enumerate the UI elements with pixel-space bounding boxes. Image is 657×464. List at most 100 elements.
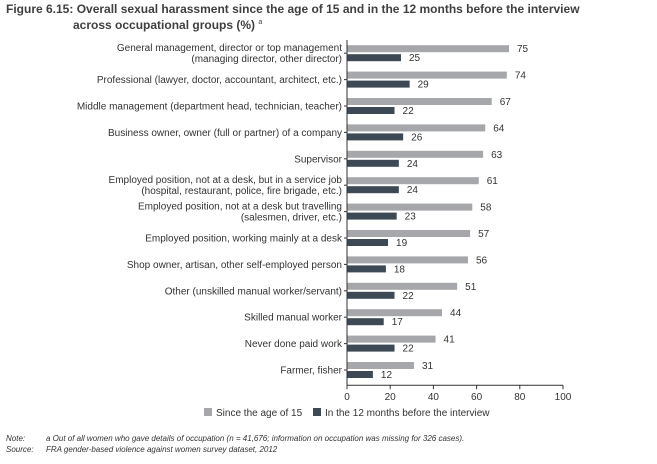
legend-item-since15: Since the age of 15 — [204, 408, 302, 419]
value-label: 19 — [396, 238, 408, 249]
value-label: 64 — [493, 123, 505, 134]
value-label: 57 — [478, 229, 490, 240]
value-label: 24 — [407, 159, 419, 170]
x-tick-label: 100 — [555, 392, 572, 403]
category-label: Never done paid work — [245, 339, 343, 350]
value-label: 41 — [444, 335, 456, 346]
title-line-2-wrap: across occupational groups (%) a — [6, 16, 646, 32]
legend-item-last12: In the 12 months before the interview — [312, 408, 490, 419]
chart-title: Figure 6.15: Overall sexual harassment s… — [6, 3, 646, 32]
x-tick-label: 0 — [344, 392, 350, 403]
value-label: 74 — [515, 71, 527, 82]
value-label: 26 — [411, 132, 423, 143]
title-footnote-mark: a — [258, 19, 263, 26]
chart-notes: Note: a Out of all women who gave details… — [6, 433, 464, 455]
bar — [347, 45, 509, 53]
bar — [347, 291, 395, 299]
legend-label-since15: Since the age of 15 — [216, 408, 303, 419]
bar — [347, 186, 399, 194]
category-label-line: Shop owner, artisan, other self-employed… — [127, 260, 342, 271]
bar — [347, 133, 404, 141]
bar — [347, 309, 443, 317]
value-label: 63 — [491, 150, 503, 161]
category-label-line: Skilled manual worker — [244, 313, 342, 324]
category-label: Middle management (department head, tech… — [77, 102, 342, 113]
category-label: Employed position, not at a desk, but in… — [109, 175, 343, 197]
bar — [347, 177, 479, 185]
category-label-line: Business owner, owner (full or partner) … — [108, 128, 342, 139]
bar — [347, 371, 373, 378]
category-label-line: Middle management (department head, tech… — [77, 102, 342, 113]
category-label: Supervisor — [294, 154, 342, 165]
category-label: Employed position, working mainly at a d… — [145, 234, 343, 245]
title-line-2: across occupational groups (%) — [73, 18, 256, 32]
category-label-line: Never done paid work — [245, 339, 343, 350]
category-label-line: Farmer, fisher — [280, 366, 342, 377]
bar — [347, 318, 384, 326]
legend-swatch-last12 — [312, 408, 321, 416]
bar — [347, 212, 397, 220]
legend: Since the age of 15 In the 12 months bef… — [204, 408, 498, 419]
legend-label-last12: In the 12 months before the interview — [324, 408, 490, 419]
bar — [347, 230, 471, 237]
value-label: 23 — [405, 212, 417, 223]
value-label: 25 — [409, 53, 421, 64]
x-tick-label: 60 — [471, 392, 483, 403]
bar — [347, 256, 468, 264]
bar — [347, 203, 473, 211]
category-label: Business owner, owner (full or partner) … — [108, 128, 342, 139]
value-label: 75 — [517, 44, 529, 55]
value-label: 51 — [465, 282, 477, 293]
category-label: Professional (lawyer, doctor, accountant… — [97, 75, 342, 86]
value-label: 22 — [403, 106, 415, 117]
category-label: Skilled manual worker — [244, 313, 342, 324]
value-label: 22 — [403, 344, 415, 355]
value-label: 12 — [381, 370, 393, 381]
value-label: 44 — [450, 308, 462, 319]
category-label-line: Supervisor — [294, 154, 342, 165]
value-label: 61 — [487, 176, 499, 187]
category-label-line: (managing director, other director) — [191, 54, 342, 65]
bar — [347, 80, 410, 88]
value-label: 58 — [480, 203, 492, 214]
value-label: 18 — [394, 264, 406, 275]
category-label-line: Employed position, not at a desk, but in… — [109, 175, 343, 186]
bar — [347, 239, 389, 246]
value-label: 17 — [392, 317, 404, 328]
category-label: General management, director or top mana… — [117, 43, 342, 65]
category-label: Shop owner, artisan, other self-employed… — [127, 260, 342, 271]
value-label: 24 — [407, 185, 419, 196]
bar — [347, 344, 395, 352]
source-label: Source: — [6, 445, 34, 454]
category-label-line: Professional (lawyer, doctor, accountant… — [97, 75, 342, 86]
bar — [347, 71, 507, 79]
note-label: Note: — [6, 434, 26, 443]
bar — [347, 335, 436, 343]
category-label-line: Employed position, not at a desk but tra… — [138, 202, 342, 213]
bar — [347, 282, 458, 290]
category-label-line: General management, director or top mana… — [117, 43, 342, 54]
legend-swatch-since15 — [204, 408, 212, 416]
category-label-line: Employed position, working mainly at a d… — [145, 234, 343, 245]
category-label-line: Other (unskilled manual worker/servant) — [165, 286, 342, 297]
bar — [347, 107, 395, 114]
category-label: Employed position, not at a desk but tra… — [138, 202, 342, 224]
category-label: Other (unskilled manual worker/servant) — [165, 286, 342, 297]
note-text: a Out of all women who gave details of o… — [46, 434, 465, 443]
value-label: 29 — [418, 80, 430, 91]
bar — [347, 150, 484, 158]
category-label-line: (salesmen, driver, etc.) — [241, 213, 342, 224]
bar — [347, 265, 386, 273]
value-label: 56 — [476, 255, 488, 266]
bar — [347, 124, 486, 132]
category-label: Farmer, fisher — [280, 366, 342, 377]
bar — [347, 54, 401, 62]
source-text: FRA gender-based violence against women … — [46, 445, 278, 454]
bar — [347, 98, 492, 105]
value-label: 67 — [500, 97, 512, 108]
value-label: 31 — [422, 361, 434, 372]
title-line-1: Figure 6.15: Overall sexual harassment s… — [6, 2, 580, 16]
x-tick-label: 40 — [428, 392, 440, 403]
source-line: Source: FRA gender-based violence against… — [6, 444, 464, 455]
